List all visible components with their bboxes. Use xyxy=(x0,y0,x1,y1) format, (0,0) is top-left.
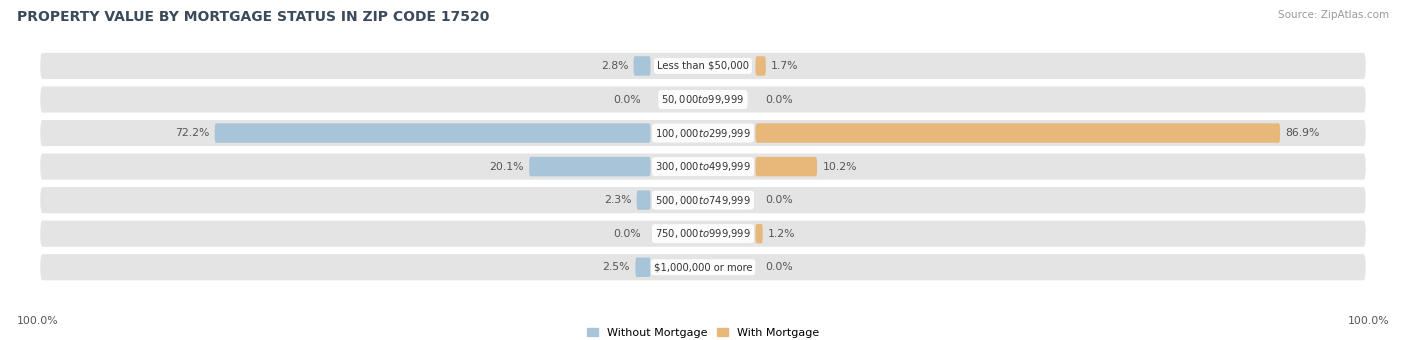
Text: PROPERTY VALUE BY MORTGAGE STATUS IN ZIP CODE 17520: PROPERTY VALUE BY MORTGAGE STATUS IN ZIP… xyxy=(17,10,489,24)
Text: 100.0%: 100.0% xyxy=(1347,317,1389,326)
Text: 1.7%: 1.7% xyxy=(770,61,799,71)
Text: 0.0%: 0.0% xyxy=(613,95,641,104)
FancyBboxPatch shape xyxy=(634,56,651,76)
Text: 0.0%: 0.0% xyxy=(765,195,793,205)
Text: 2.5%: 2.5% xyxy=(603,262,630,272)
Text: 1.2%: 1.2% xyxy=(768,229,796,239)
FancyBboxPatch shape xyxy=(755,157,817,176)
FancyBboxPatch shape xyxy=(755,224,762,243)
Text: 2.8%: 2.8% xyxy=(600,61,628,71)
Text: 0.0%: 0.0% xyxy=(765,262,793,272)
Text: $50,000 to $99,999: $50,000 to $99,999 xyxy=(661,93,745,106)
Text: $300,000 to $499,999: $300,000 to $499,999 xyxy=(655,160,751,173)
Text: 100.0%: 100.0% xyxy=(17,317,59,326)
Text: 0.0%: 0.0% xyxy=(613,229,641,239)
FancyBboxPatch shape xyxy=(636,257,651,277)
FancyBboxPatch shape xyxy=(215,123,651,143)
Text: $100,000 to $299,999: $100,000 to $299,999 xyxy=(655,126,751,139)
FancyBboxPatch shape xyxy=(755,56,766,76)
Text: $500,000 to $749,999: $500,000 to $749,999 xyxy=(655,194,751,207)
FancyBboxPatch shape xyxy=(41,86,1365,113)
Text: $750,000 to $999,999: $750,000 to $999,999 xyxy=(655,227,751,240)
FancyBboxPatch shape xyxy=(41,221,1365,247)
FancyBboxPatch shape xyxy=(529,157,651,176)
Text: $1,000,000 or more: $1,000,000 or more xyxy=(654,262,752,272)
Text: Source: ZipAtlas.com: Source: ZipAtlas.com xyxy=(1278,10,1389,20)
Legend: Without Mortgage, With Mortgage: Without Mortgage, With Mortgage xyxy=(582,323,824,340)
FancyBboxPatch shape xyxy=(41,187,1365,213)
Text: 72.2%: 72.2% xyxy=(176,128,209,138)
Text: 2.3%: 2.3% xyxy=(603,195,631,205)
FancyBboxPatch shape xyxy=(41,254,1365,280)
FancyBboxPatch shape xyxy=(41,53,1365,79)
Text: 10.2%: 10.2% xyxy=(823,162,856,172)
FancyBboxPatch shape xyxy=(755,123,1279,143)
FancyBboxPatch shape xyxy=(637,190,651,210)
FancyBboxPatch shape xyxy=(41,154,1365,180)
Text: Less than $50,000: Less than $50,000 xyxy=(657,61,749,71)
Text: 20.1%: 20.1% xyxy=(489,162,524,172)
FancyBboxPatch shape xyxy=(41,120,1365,146)
Text: 0.0%: 0.0% xyxy=(765,95,793,104)
Text: 86.9%: 86.9% xyxy=(1285,128,1320,138)
